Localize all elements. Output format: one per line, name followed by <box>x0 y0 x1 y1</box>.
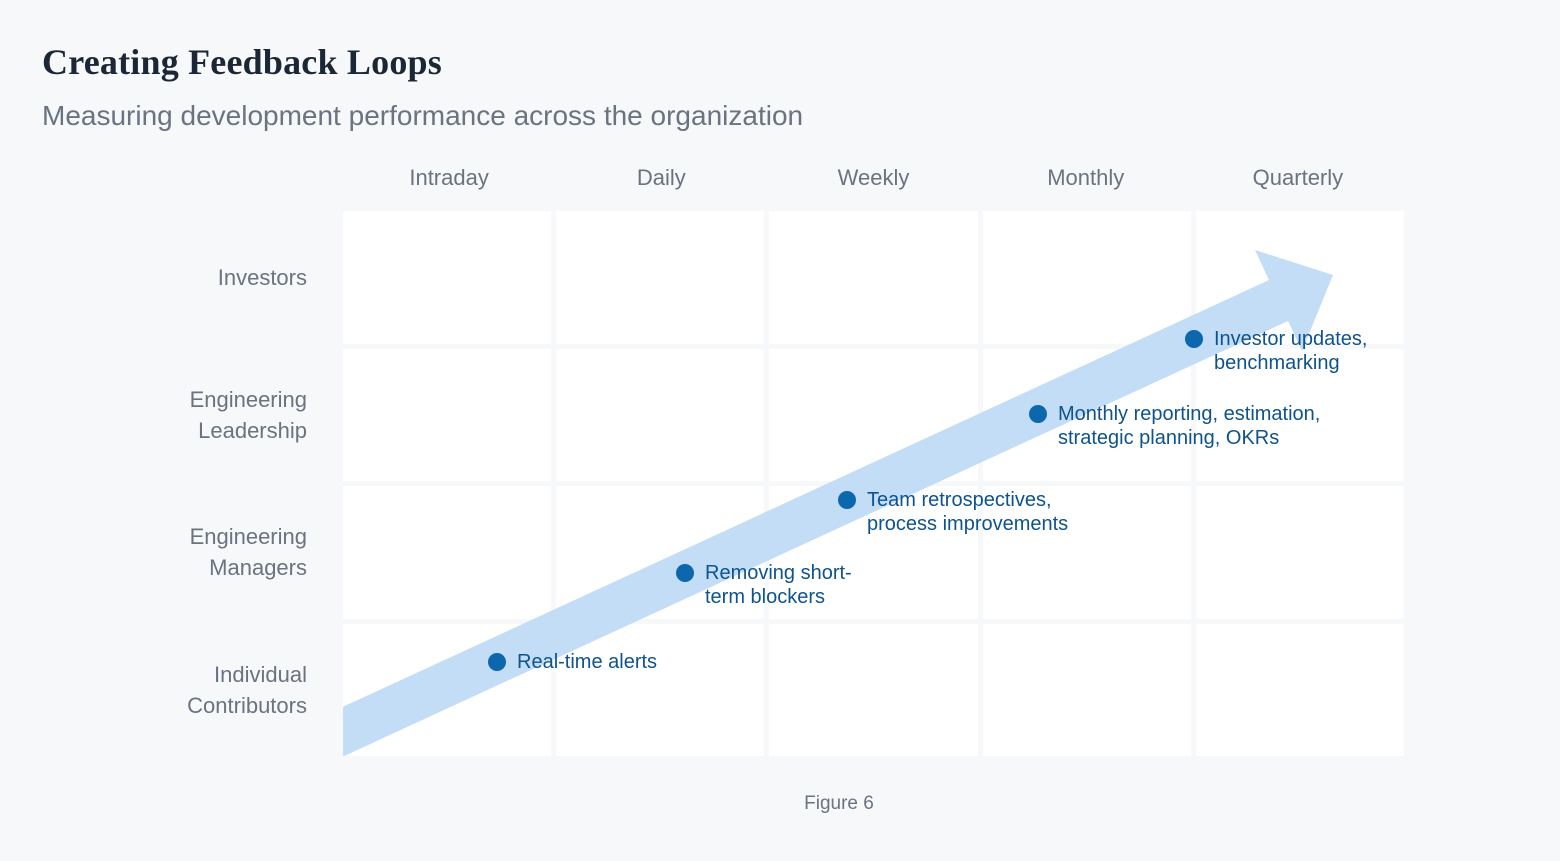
column-header-quarterly: Quarterly <box>1252 165 1344 190</box>
row-label-line: Individual <box>214 661 307 687</box>
grid-cell <box>982 348 1191 481</box>
matrix-grid <box>343 211 1404 756</box>
grid-cell <box>982 623 1191 756</box>
grid-cell <box>769 348 978 481</box>
row-label-line: Engineering <box>189 524 307 550</box>
page-subtitle: Measuring development performance across… <box>42 100 804 131</box>
column-header-monthly: Monthly <box>1047 165 1125 190</box>
row-label-line: Leadership <box>198 417 307 443</box>
row-label-line: Managers <box>209 555 307 581</box>
grid-cell <box>343 623 552 756</box>
grid-cell <box>556 623 765 756</box>
grid-cell <box>769 623 978 756</box>
row-label-line: Investors <box>217 264 307 290</box>
grid-cell <box>343 486 552 619</box>
row-labels: Investors Engineering Leadership Engineerin… <box>60 211 307 756</box>
column-header-daily: Daily <box>636 165 686 190</box>
figure-caption: Figure 6 <box>804 793 874 814</box>
grid-cell <box>769 486 978 619</box>
grid-cell <box>769 211 978 344</box>
grid-cell <box>556 348 765 481</box>
grid-cell <box>343 348 552 481</box>
column-headers: Intraday Daily Weekly Monthly Quarterly <box>343 165 1404 191</box>
column-header-intraday: Intraday <box>409 165 489 190</box>
row-label-engineering-managers: Engineering Managers <box>60 486 307 619</box>
page-title: Creating Feedback Loops <box>42 42 442 82</box>
grid-cell <box>982 211 1191 344</box>
grid-cell <box>982 486 1191 619</box>
grid-cell <box>343 211 552 344</box>
row-label-line: Engineering <box>189 386 307 412</box>
grid-cell <box>1195 348 1404 481</box>
row-label-investors: Investors <box>60 211 307 344</box>
column-header-weekly: Weekly <box>837 165 910 190</box>
grid-cell <box>1195 211 1404 344</box>
row-label-line: Contributors <box>187 692 307 718</box>
row-label-engineering-leadership: Engineering Leadership <box>60 349 307 482</box>
row-label-individual-contributors: Individual Contributors <box>60 624 307 757</box>
grid-cell <box>556 211 765 344</box>
grid-cell <box>556 486 765 619</box>
grid-cell <box>1195 486 1404 619</box>
grid-cell <box>1195 623 1404 756</box>
